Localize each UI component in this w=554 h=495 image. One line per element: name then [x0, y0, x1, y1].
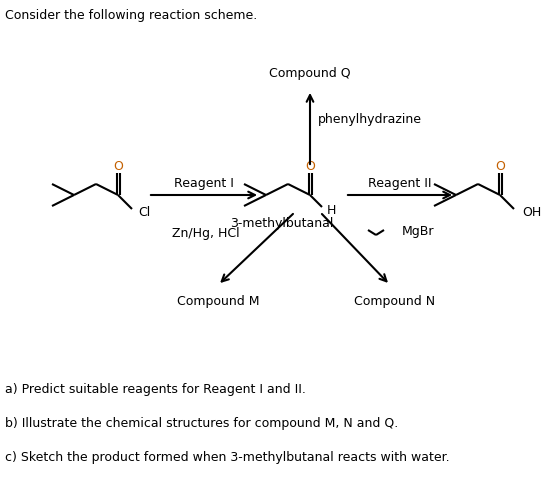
Text: Cl: Cl — [138, 205, 150, 218]
Text: a) Predict suitable reagents for Reagent I and II.: a) Predict suitable reagents for Reagent… — [5, 384, 306, 396]
Text: Reagent II: Reagent II — [368, 177, 432, 190]
Text: OH: OH — [522, 205, 541, 218]
Text: O: O — [495, 159, 505, 172]
Text: Zn/Hg, HCl: Zn/Hg, HCl — [172, 227, 240, 240]
Text: MgBr: MgBr — [402, 226, 434, 239]
Text: Compound Q: Compound Q — [269, 66, 351, 80]
Text: Compound M: Compound M — [177, 296, 259, 308]
Text: b) Illustrate the chemical structures for compound M, N and Q.: b) Illustrate the chemical structures fo… — [5, 416, 398, 430]
Text: Reagent I: Reagent I — [174, 177, 234, 190]
Text: O: O — [305, 159, 315, 172]
Text: O: O — [113, 159, 123, 172]
Text: phenylhydrazine: phenylhydrazine — [318, 113, 422, 127]
Text: c) Sketch the product formed when 3-methylbutanal reacts with water.: c) Sketch the product formed when 3-meth… — [5, 450, 450, 463]
Text: 3-methylbutanal: 3-methylbutanal — [230, 216, 334, 230]
Text: Consider the following reaction scheme.: Consider the following reaction scheme. — [5, 8, 257, 21]
Text: H: H — [327, 203, 336, 216]
Text: Compound N: Compound N — [355, 296, 435, 308]
